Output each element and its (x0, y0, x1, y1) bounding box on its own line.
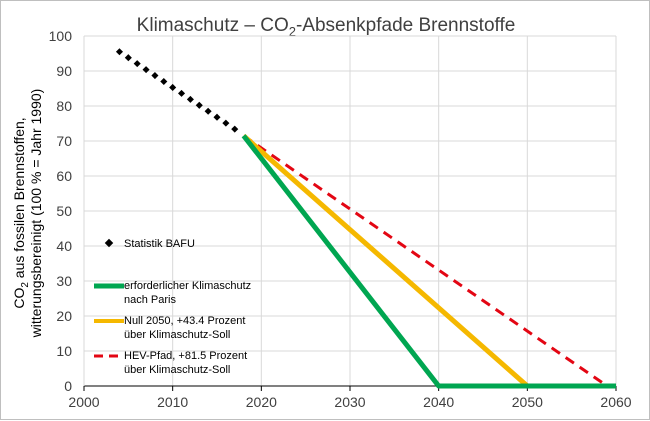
legend-label-hev-line2: über Klimaschutz-Soll (124, 364, 230, 376)
x-tick-labels: 2000 2010 2020 2030 2040 2050 2060 (68, 394, 631, 410)
y-tick-label: 70 (56, 133, 72, 149)
y-axis-label-co: CO (11, 288, 27, 309)
legend-label-null2050-line1: Null 2050, +43.4 Prozent (124, 315, 245, 327)
y-axis-label-rest: aus fossilen Brennstoffen, (11, 117, 27, 282)
y-tick-label: 10 (56, 343, 72, 359)
data-point (177, 89, 186, 97)
y-axis-label-line2: witterungsbereinigt (100 % = Jahr 1990) (28, 89, 44, 339)
legend-label-paris-line1: erforderlicher Klimaschutz (124, 280, 251, 292)
x-tick-label: 2060 (600, 394, 631, 410)
data-point (186, 95, 194, 103)
x-tick-label: 2020 (246, 394, 277, 410)
x-tick-label: 2050 (512, 394, 543, 410)
legend-label-statistik: Statistik BAFU (124, 238, 195, 250)
y-tick-label: 20 (56, 308, 72, 324)
data-point (195, 101, 203, 109)
data-point (204, 107, 212, 115)
data-point (222, 119, 230, 127)
y-tick-labels: 0 10 20 30 40 50 60 70 80 90 100 (49, 28, 73, 394)
y-tick-label: 80 (56, 98, 72, 114)
data-point (124, 54, 132, 62)
data-point (160, 77, 168, 86)
y-tick-label: 0 (64, 378, 72, 394)
series-statistik-bafu (115, 48, 239, 133)
plot-series (115, 48, 616, 389)
legend-label-hev-line1: HEV-Pfad, +81.5 Prozent (124, 350, 247, 362)
data-point (213, 113, 221, 121)
x-tick-label: 2030 (334, 394, 365, 410)
legend-label-null2050-line2: über Klimaschutz-Soll (124, 329, 230, 341)
legend-item-paris: erforderlicher Klimaschutz nach Paris (94, 280, 251, 306)
y-tick-label: 90 (56, 63, 72, 79)
legend-marker-statistik (104, 238, 114, 248)
x-tick-label: 2040 (423, 394, 454, 410)
y-tick-label: 50 (56, 203, 72, 219)
legend: Statistik BAFU erforderlicher Klimaschut… (94, 238, 251, 376)
y-tick-label: 100 (49, 28, 73, 44)
chart-title-main: Klimaschutz – CO (137, 15, 289, 36)
series-hev-pfad (242, 134, 608, 388)
legend-item-statistik: Statistik BAFU (104, 238, 195, 250)
series-paris (241, 134, 616, 389)
chart-title: Klimaschutz – CO2-Absenkpfade Brennstoff… (137, 15, 516, 39)
data-point (133, 60, 141, 68)
y-tick-label: 40 (56, 238, 72, 254)
legend-label-paris-line2: nach Paris (124, 294, 176, 306)
y-tick-label: 60 (56, 168, 72, 184)
y-axis-label-subscript: 2 (20, 282, 31, 288)
x-tick-label: 2010 (157, 394, 188, 410)
data-point (169, 83, 177, 91)
data-point (151, 72, 159, 80)
data-point (142, 66, 150, 74)
legend-item-null2050: Null 2050, +43.4 Prozent über Klimaschut… (94, 315, 245, 341)
data-point (115, 48, 124, 56)
y-tick-label: 30 (56, 273, 72, 289)
x-tick-label: 2000 (68, 394, 99, 410)
legend-item-hev: HEV-Pfad, +81.5 Prozent über Klimaschutz… (94, 350, 247, 376)
data-point (231, 125, 239, 133)
series-null-2050 (241, 133, 616, 389)
chart-title-subscript: 2 (289, 24, 296, 39)
y-axis-label-line1: CO2 aus fossilen Brennstoffen, (11, 117, 31, 308)
chart-title-suffix: -Absenkpfade Brennstoffe (296, 15, 515, 36)
y-axis-label: CO2 aus fossilen Brennstoffen, witterung… (11, 89, 44, 339)
